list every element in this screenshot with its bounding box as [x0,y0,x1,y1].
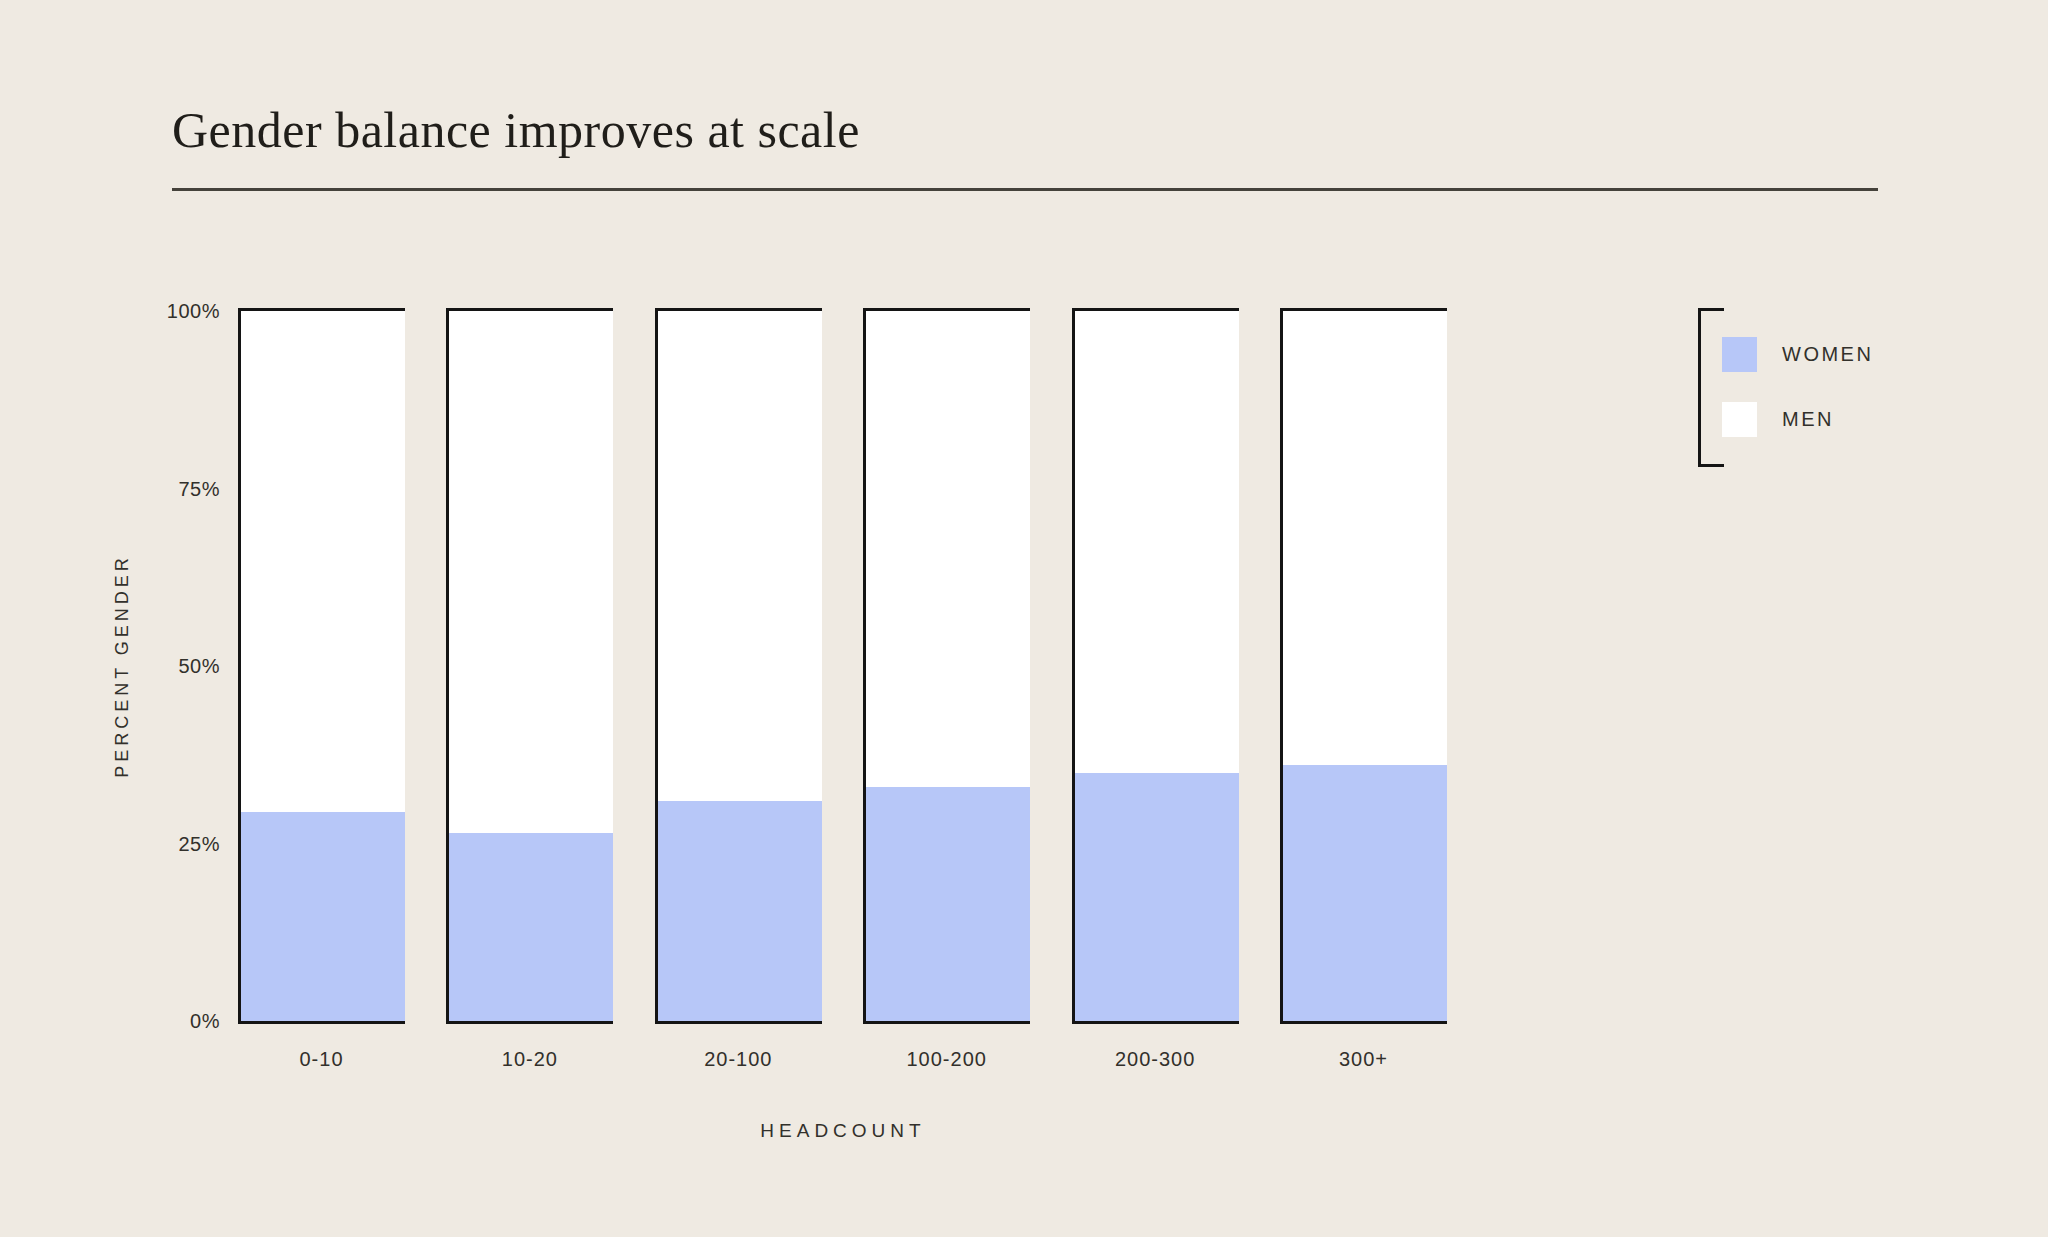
bar-fill-women [1075,773,1239,1022]
legend-bracket [1698,308,1724,467]
legend-label: MEN [1782,402,1834,437]
legend-swatch-men [1722,402,1757,437]
bar-300+ [1280,308,1447,1024]
x-axis-title: HEADCOUNT [760,1120,925,1142]
bar-10-20 [446,308,613,1024]
bar-200-300 [1072,308,1239,1024]
x-tick-label: 0-10 [299,1048,343,1071]
bar-20-100 [655,308,822,1024]
y-tick-label: 25% [0,832,220,855]
x-tick-label: 20-100 [704,1048,772,1071]
x-tick-label: 200-300 [1115,1048,1195,1071]
legend-label: WOMEN [1782,337,1873,372]
y-tick-label: 75% [0,477,220,500]
title-divider [172,188,1878,191]
y-tick-label: 100% [0,300,220,323]
legend-item-men: MEN [1722,402,1834,437]
bar-fill-women [1283,765,1447,1021]
bar-fill-women [449,833,613,1021]
chart-canvas: Gender balance improves at scale PERCENT… [0,0,2048,1237]
y-tick-label: 0% [0,1010,220,1033]
chart-title: Gender balance improves at scale [172,100,860,160]
legend-item-women: WOMEN [1722,337,1873,372]
bar-fill-women [866,787,1030,1021]
x-tick-label: 10-20 [502,1048,558,1071]
bar-0-10 [238,308,405,1024]
legend-swatch-women [1722,337,1757,372]
bar-fill-women [241,812,405,1021]
bar-100-200 [863,308,1030,1024]
x-tick-label: 100-200 [906,1048,986,1071]
x-tick-label: 300+ [1339,1048,1388,1071]
bar-fill-women [658,801,822,1021]
y-tick-label: 50% [0,655,220,678]
